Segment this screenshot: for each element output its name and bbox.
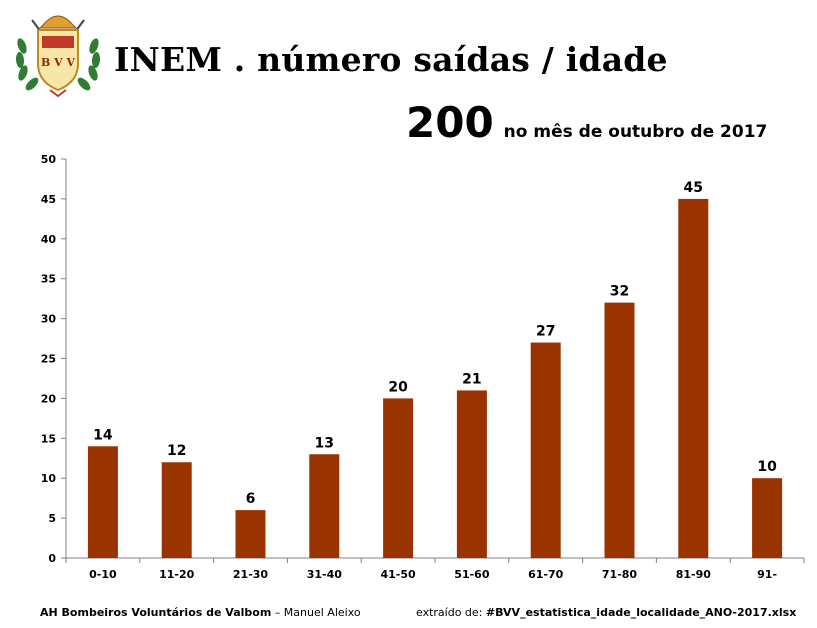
x-tick-label: 51-60 <box>454 568 490 581</box>
bar <box>456 390 487 558</box>
y-tick-label: 5 <box>48 512 56 525</box>
y-tick-label: 20 <box>41 392 57 405</box>
period-label: no mês de outubro de 2017 <box>503 122 768 142</box>
y-tick-label: 45 <box>41 193 56 206</box>
laurel-right-icon <box>77 38 101 91</box>
bar <box>235 510 266 558</box>
bar <box>678 198 709 558</box>
data-label: 27 <box>536 324 555 340</box>
footer-credit: AH Bombeiros Voluntários de Valbom – Man… <box>40 606 361 619</box>
x-tick-label: 61-70 <box>528 568 564 581</box>
data-label: 20 <box>388 379 408 395</box>
data-label: 14 <box>93 427 113 443</box>
x-tick-label: 41-50 <box>381 568 417 581</box>
x-tick-label: 81-90 <box>676 568 712 581</box>
x-tick-label: 21-30 <box>233 568 269 581</box>
data-label: 21 <box>462 371 481 387</box>
footer-source-label: extraído de: <box>416 606 486 619</box>
laurel-left-icon <box>15 38 39 91</box>
y-tick-label: 10 <box>41 472 57 485</box>
x-tick-label: 71-80 <box>602 568 638 581</box>
footer-author: Manuel Aleixo <box>283 606 361 619</box>
bar <box>752 478 783 558</box>
data-label: 32 <box>610 284 629 300</box>
y-tick-label: 35 <box>41 273 56 286</box>
bar <box>161 462 192 558</box>
bvv-logo: B V V <box>15 15 101 98</box>
footer-source: extraído de: #BVV_estatistica_idade_loca… <box>416 606 796 619</box>
y-tick-label: 25 <box>41 353 56 366</box>
x-tick-label: 31-40 <box>307 568 343 581</box>
data-label: 12 <box>167 443 186 459</box>
x-tick-label: 0-10 <box>89 568 117 581</box>
total-count: 200 <box>406 98 494 147</box>
logo-text: B V V <box>41 56 75 69</box>
bar <box>87 446 118 558</box>
y-tick-label: 40 <box>41 233 57 246</box>
bar <box>383 398 414 558</box>
ribbon-icon <box>49 89 67 98</box>
y-tick-label: 50 <box>41 153 57 166</box>
data-label: 6 <box>246 491 256 507</box>
y-tick-label: 15 <box>41 432 56 445</box>
footer-source-file: #BVV_estatistica_idade_localidade_ANO-20… <box>485 606 797 619</box>
subtitle: 200 no mês de outubro de 2017 <box>406 98 767 147</box>
x-tick-label: 91- <box>757 568 777 581</box>
bar <box>530 342 561 558</box>
chart-title: INEM . número saídas / idade <box>114 40 668 79</box>
data-label: 10 <box>757 459 777 475</box>
footer-org: AH Bombeiros Voluntários de Valbom <box>40 606 272 619</box>
helmet-icon <box>38 15 78 29</box>
bar <box>309 454 340 558</box>
y-tick-label: 0 <box>48 552 56 565</box>
footer-dash: – <box>271 606 284 619</box>
y-tick-label: 30 <box>41 313 57 326</box>
data-label: 45 <box>684 180 703 196</box>
data-label: 13 <box>315 435 334 451</box>
bar <box>604 302 635 558</box>
x-tick-label: 11-20 <box>159 568 195 581</box>
